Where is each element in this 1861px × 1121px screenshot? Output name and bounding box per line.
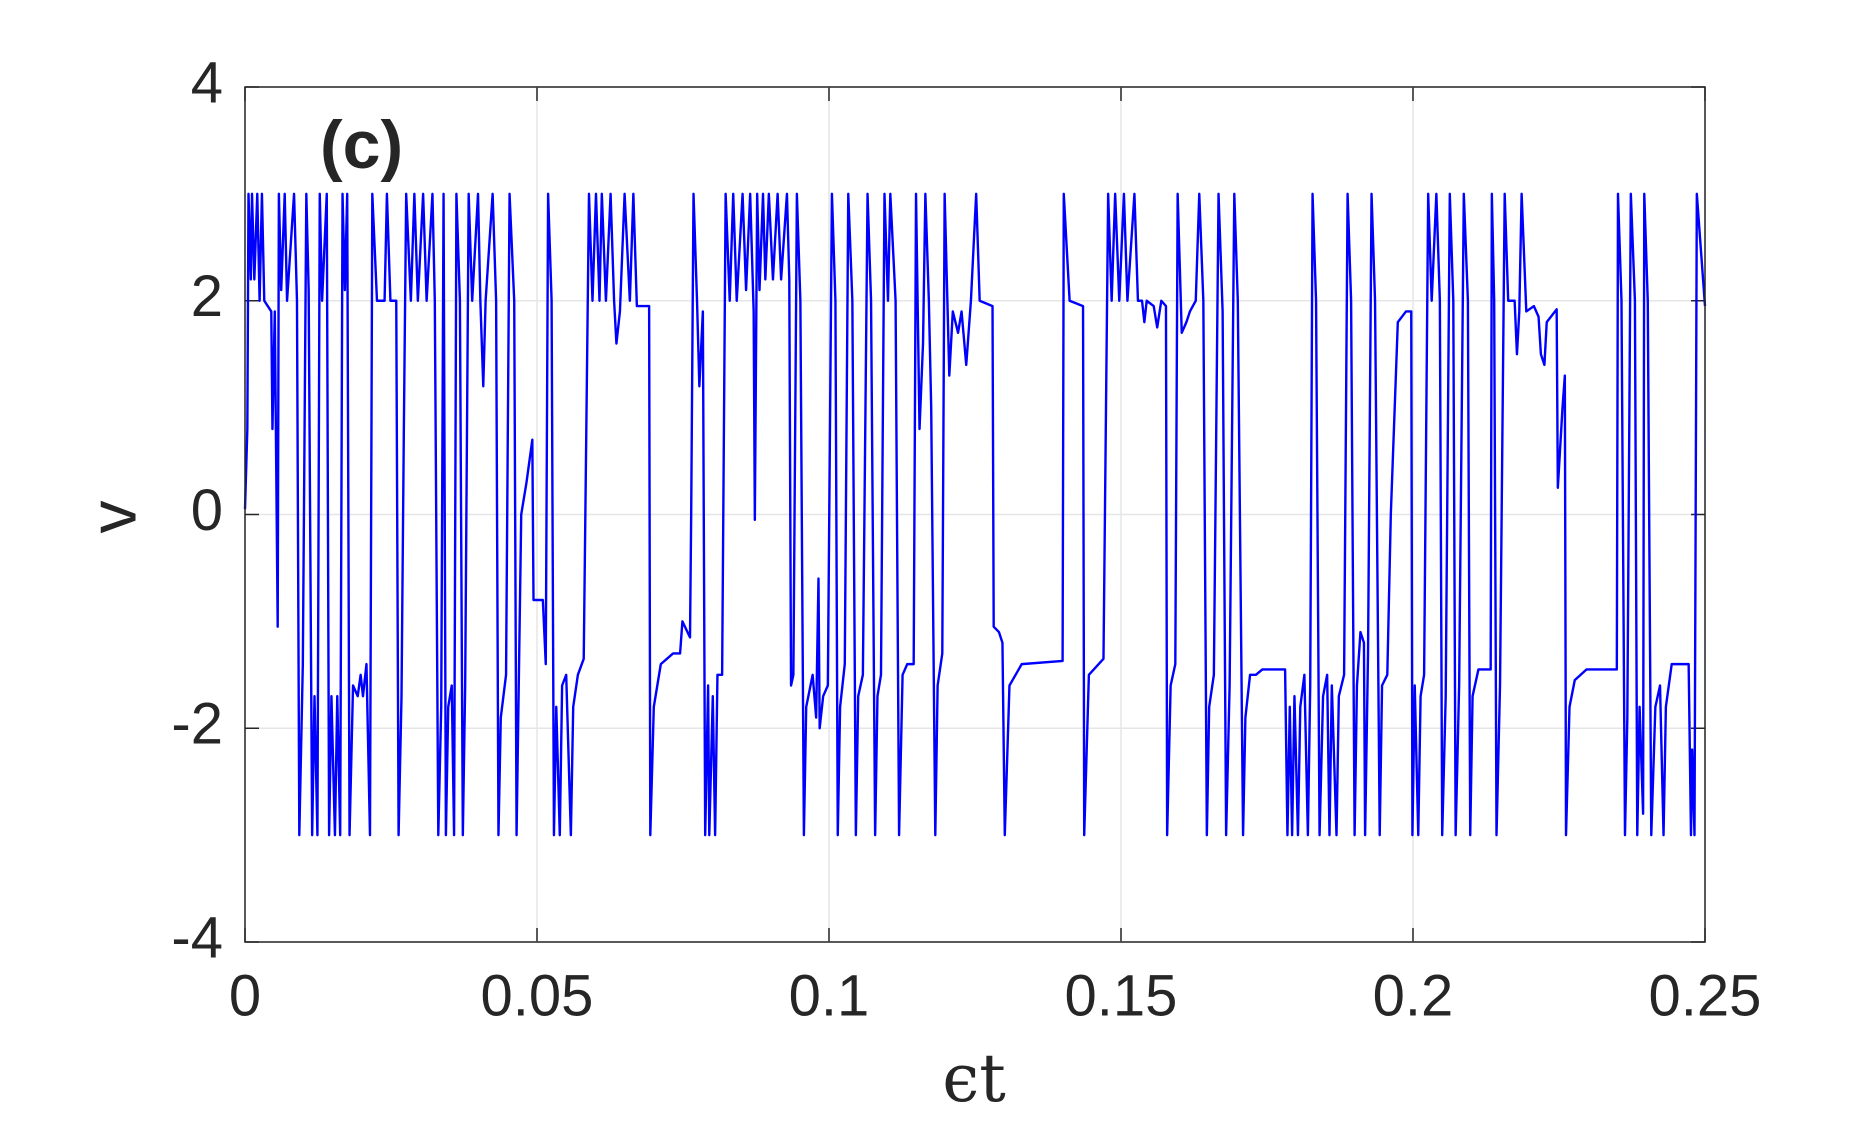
x-tick-label: 0.15 (1065, 963, 1178, 1028)
y-tick-label: 4 (191, 50, 223, 115)
x-tick-label: 0.05 (481, 963, 594, 1028)
y-axis-label: v (75, 501, 149, 534)
y-tick-label: 0 (191, 478, 223, 543)
x-tick-label: 0.1 (789, 963, 870, 1028)
line-series (243, 192, 1707, 837)
y-tick-label: -4 (171, 905, 223, 970)
x-tick-label: 0.2 (1373, 963, 1454, 1028)
x-tick-label: 0 (229, 963, 261, 1028)
panel-label: (c) (320, 107, 403, 183)
x-axis-label: ϵt (942, 1040, 1006, 1117)
x-tick-label: 0.25 (1649, 963, 1762, 1028)
axes-box (244, 86, 1706, 943)
y-tick-label: 2 (191, 264, 223, 329)
y-tick-label: -2 (171, 692, 223, 757)
